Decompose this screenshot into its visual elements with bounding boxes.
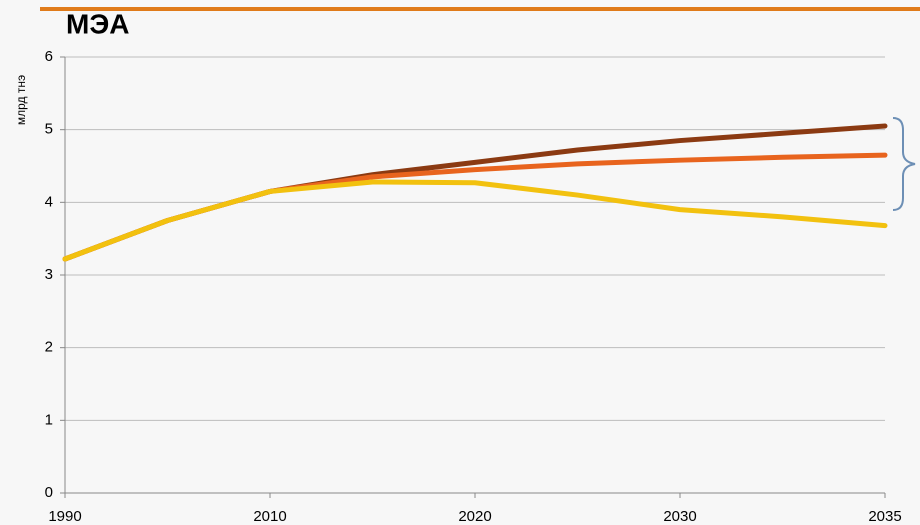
x-tick-label: 2020 <box>458 508 491 525</box>
y-tick-label: 0 <box>45 484 53 501</box>
x-tick-label: 2030 <box>663 508 696 525</box>
chart-title: МЭА <box>66 8 129 39</box>
y-tick-label: 3 <box>45 266 53 283</box>
y-tick-label: 1 <box>45 411 53 428</box>
series-line <box>62 179 888 262</box>
x-tick-label: 1990 <box>48 508 81 525</box>
x-tick-label: 2035 <box>868 508 901 525</box>
brace <box>892 117 916 211</box>
x-tick-label: 2010 <box>253 508 286 525</box>
y-tick-label: 5 <box>45 121 53 138</box>
y-tick-label: 2 <box>45 339 53 356</box>
y-tick-label: 6 <box>45 48 53 65</box>
y-tick-label: 4 <box>45 193 53 210</box>
y-axis-label: млрд тнэ <box>14 75 28 125</box>
